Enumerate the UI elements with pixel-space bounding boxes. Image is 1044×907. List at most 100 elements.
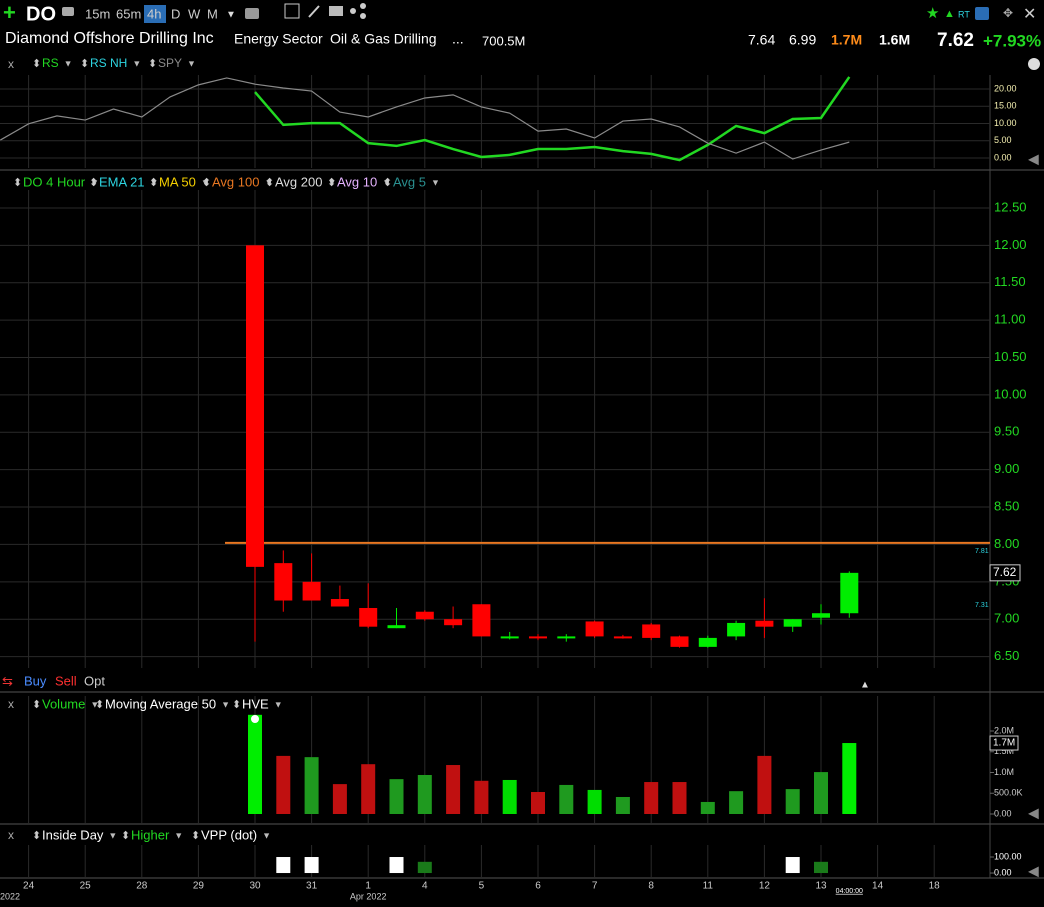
close-icon[interactable]: ✕	[1023, 6, 1036, 23]
icon: ▼	[90, 699, 99, 709]
legend-item[interactable]: Higher	[131, 827, 170, 842]
flag-icon[interactable]: ▲	[944, 8, 955, 20]
timeframe[interactable]: D	[171, 6, 180, 21]
legend-item[interactable]: Avg 10	[337, 174, 377, 189]
legend-item[interactable]: VPP (dot)	[201, 827, 257, 842]
y-tick-label: 10.50	[994, 349, 1027, 364]
legend-item[interactable]: Avg 100	[212, 174, 259, 189]
x-tick-label: 6	[535, 881, 541, 892]
x-tick-label: 1	[365, 881, 371, 892]
timeframe[interactable]: W	[188, 6, 201, 21]
order-button[interactable]: Buy	[24, 673, 47, 688]
scroll-icon[interactable]: ◀	[1028, 863, 1039, 879]
x-tick-label: 14	[872, 881, 884, 892]
candle-body	[415, 611, 434, 620]
timeframe[interactable]: 4h	[147, 6, 161, 21]
icon: ▼	[262, 830, 271, 840]
legend-item[interactable]: MA 50	[159, 174, 196, 189]
dropdown-icon[interactable]: ▼	[226, 10, 236, 21]
legend-item[interactable]: RS	[42, 56, 59, 70]
volume-bar	[361, 764, 376, 814]
collapse-icon[interactable]: ▲	[860, 680, 870, 691]
legend-item[interactable]: HVE	[242, 696, 269, 711]
y-tick-label: 8.00	[994, 536, 1019, 551]
icon: ⬍	[232, 699, 241, 711]
volume-bar	[446, 765, 461, 814]
icon: ▼	[274, 699, 283, 709]
icon: ⬍	[191, 830, 200, 842]
candle-body	[444, 619, 463, 626]
calendar-icon[interactable]	[284, 3, 300, 19]
cursor-time: 04:00:00	[836, 888, 863, 895]
palette-icon[interactable]	[1028, 58, 1040, 70]
legend-item[interactable]: Avg 200	[275, 174, 322, 189]
icon: ▼	[132, 58, 141, 68]
month-label: Apr 2022	[350, 891, 387, 901]
tv-icon[interactable]	[245, 8, 259, 19]
symbol[interactable]: DO	[26, 3, 56, 25]
y-tick-label: 12.50	[994, 199, 1027, 214]
y-tick-label: 7.00	[994, 611, 1019, 626]
signal-bar	[785, 857, 800, 874]
legend-item[interactable]: EMA 21	[99, 174, 145, 189]
scroll-icon[interactable]: ◀	[1028, 805, 1039, 821]
add-icon[interactable]: +	[3, 0, 16, 25]
volume-bar	[672, 782, 687, 814]
candle-body	[755, 620, 774, 627]
legend-item[interactable]: Avg 5	[393, 174, 426, 189]
legend-item[interactable]: RS NH	[90, 56, 127, 70]
trade-icon[interactable]: ⇆	[2, 673, 13, 688]
close-button[interactable]: x	[8, 57, 14, 71]
x-tick-label: 30	[249, 881, 261, 892]
x-tick-label: 24	[23, 881, 35, 892]
rs-line	[254, 76, 851, 162]
icon: ⬍	[265, 177, 274, 189]
y-tick-label: 0.00	[994, 152, 1012, 162]
sector: Energy Sector	[234, 31, 323, 47]
share-icon[interactable]	[360, 13, 366, 19]
y-tick-label: 9.50	[994, 424, 1019, 439]
timeframe[interactable]: M	[207, 6, 218, 21]
candle-body	[812, 613, 830, 618]
s-icon[interactable]	[975, 7, 989, 20]
tool-icon[interactable]	[62, 7, 74, 16]
legend-item[interactable]: Volume	[42, 696, 85, 711]
folder-icon[interactable]	[329, 6, 343, 16]
y-tick-label: 9.00	[994, 461, 1019, 476]
close-button[interactable]: x	[8, 828, 14, 842]
close-button[interactable]: x	[8, 697, 14, 711]
legend-item[interactable]: SPY	[158, 56, 182, 70]
candle-body	[613, 636, 632, 639]
pencil-icon[interactable]	[308, 5, 320, 18]
icon: ▼	[187, 58, 196, 68]
legend-item[interactable]: DO 4 Hour	[23, 174, 86, 189]
order-button[interactable]: Opt	[84, 673, 105, 688]
move-icon[interactable]: ✥	[1003, 6, 1013, 20]
timeframe[interactable]: 15m	[85, 6, 110, 21]
legend-item[interactable]: Inside Day	[42, 827, 104, 842]
candle-body	[330, 599, 349, 607]
icon: ▼	[90, 177, 99, 187]
rs-line	[0, 77, 850, 160]
share-icon[interactable]	[350, 8, 356, 14]
timeframe[interactable]: 65m	[116, 6, 141, 21]
star-icon[interactable]: ★	[926, 5, 939, 22]
y-tick-label: 2.0M	[994, 725, 1014, 735]
share-icon[interactable]	[360, 3, 366, 9]
candle-body	[302, 581, 321, 601]
more: ...	[452, 31, 464, 47]
legend-item[interactable]: Moving Average 50	[105, 696, 216, 711]
candle-body	[500, 636, 519, 639]
candle-body	[783, 619, 802, 627]
company-name: Diamond Offshore Drilling Inc	[5, 30, 214, 47]
candle-body	[274, 563, 293, 601]
y-tick-label: 10.00	[994, 386, 1027, 401]
x-tick-label: 5	[479, 881, 485, 892]
scroll-icon[interactable]: ◀	[1028, 151, 1039, 167]
realtime: RT	[958, 9, 970, 19]
icon: ⬍	[383, 177, 392, 189]
icon: ▼	[150, 177, 159, 187]
timeframe-active	[144, 5, 166, 23]
order-button[interactable]: Sell	[55, 673, 77, 688]
